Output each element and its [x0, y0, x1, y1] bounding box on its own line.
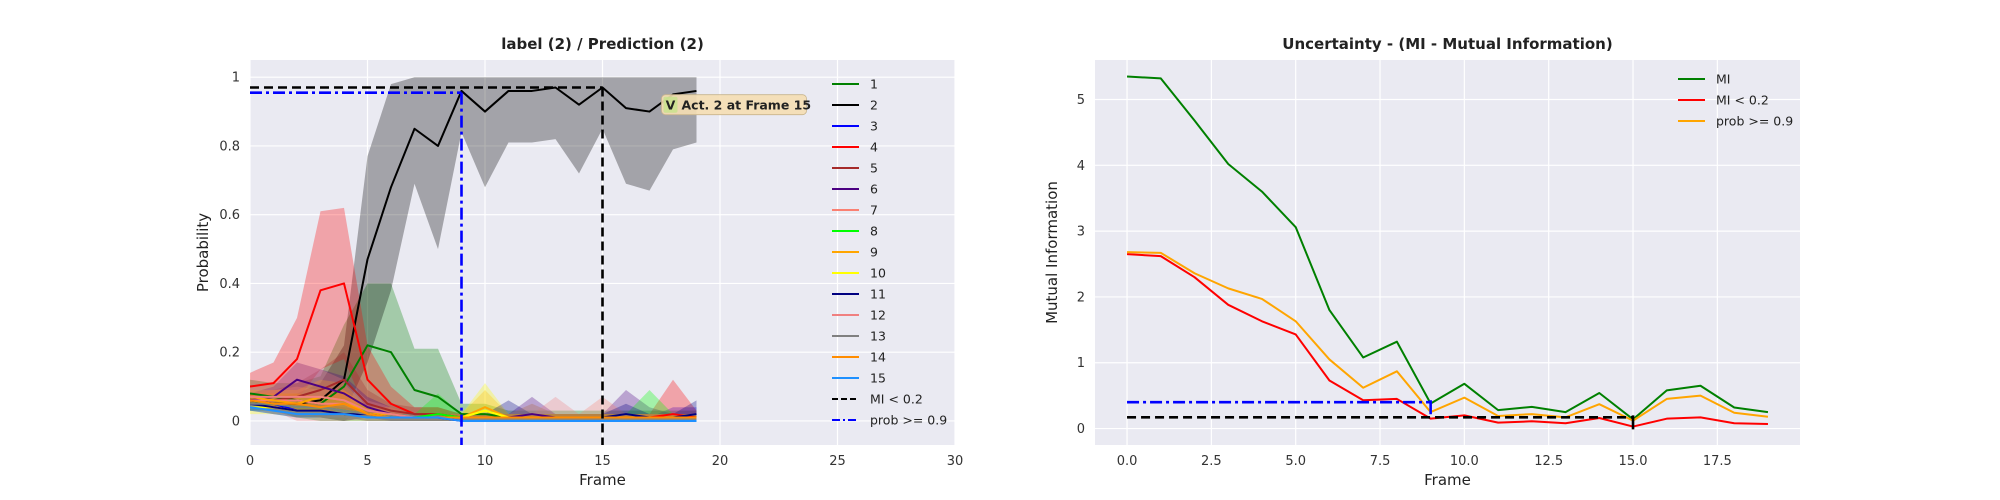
y-tick-label: 2: [1077, 290, 1085, 305]
legend-label: 2: [870, 98, 878, 113]
x-tick-label: 2.5: [1201, 454, 1222, 469]
series-line-14: [250, 399, 697, 419]
plot-content: [250, 77, 697, 445]
legend-label: prob >= 0.9: [1716, 114, 1793, 129]
legend-label: 3: [870, 119, 878, 134]
legend-label: MI: [1716, 72, 1730, 87]
x-tick-label: 5: [363, 454, 371, 469]
series-band-12: [250, 362, 697, 421]
y-tick-label: 5: [1077, 93, 1085, 108]
annotation-box: [661, 94, 807, 116]
annotation-badge: [663, 96, 678, 113]
x-tick-label: 30: [947, 454, 964, 469]
y-tick-label: 0: [1077, 422, 1085, 437]
legend-label: 1: [870, 77, 878, 92]
x-axis-label: Frame: [579, 471, 626, 489]
legend-label: 10: [870, 266, 886, 281]
legend-label: 9: [870, 245, 878, 260]
series-line-15: [250, 406, 697, 422]
legend-label: 5: [870, 161, 878, 176]
x-tick-label: 7.5: [1370, 454, 1391, 469]
legend-label: 11: [870, 287, 886, 302]
x-axis-label: Frame: [1424, 471, 1471, 489]
chart-title: Uncertainty - (MI - Mutual Information): [1282, 35, 1612, 53]
x-tick-label: 0: [246, 454, 254, 469]
y-axis-label: Mutual Information: [1043, 181, 1061, 324]
annotation: V Act. 2 at Frame 15: [661, 94, 812, 116]
legend-label: MI < 0.2: [870, 392, 923, 407]
series-band-1: [250, 283, 697, 421]
plot-content: [1126, 75, 1769, 430]
x-tick-label: 12.5: [1534, 454, 1563, 469]
x-tick-label: 20: [712, 454, 729, 469]
legend-label: 7: [870, 203, 878, 218]
legend: MI MI < 0.2 prob >= 0.9: [1678, 72, 1793, 129]
x-tick-label: 0.0: [1117, 454, 1138, 469]
x-tick-label: 17.5: [1703, 454, 1732, 469]
legend-label: 4: [870, 140, 878, 155]
series-line-MI < 0.2: [1126, 253, 1768, 428]
series-band-4: [250, 207, 697, 421]
y-tick-label: 0: [232, 414, 240, 429]
legend-label: 13: [870, 329, 886, 344]
y-tick-label: 1: [1077, 356, 1085, 371]
series-band-2: [250, 77, 697, 418]
x-tick-label: 10: [477, 454, 494, 469]
legend-label: 14: [870, 350, 886, 365]
chart-uncertainty: 0.0 2.5 5.0 7.5 10.0 12.5 15.0 17.5 0 1 2 3 4 5 Uncert…: [1043, 35, 1800, 489]
x-tick-label: 25: [829, 454, 846, 469]
legend-label: 6: [870, 182, 878, 197]
series-line-MI: [1126, 75, 1769, 421]
series-line-prob >= 0.9: [1127, 251, 1769, 422]
y-tick-label: 4: [1077, 159, 1085, 174]
y-tick-label: 1: [232, 71, 240, 86]
legend-label: 15: [870, 371, 886, 386]
annotation-badge-text: V: [666, 98, 676, 113]
y-tick-label: 0.8: [219, 139, 240, 154]
y-axis-label: Probability: [194, 213, 212, 292]
reference-line: [250, 86, 604, 445]
annotation-text: Act. 2 at Frame 15: [682, 98, 812, 113]
series-band-6: [250, 362, 697, 421]
legend-label: MI < 0.2: [1716, 93, 1769, 108]
x-tick-label: 5.0: [1285, 454, 1306, 469]
legend-label: 8: [870, 224, 878, 239]
x-tick-label: 15.0: [1619, 454, 1648, 469]
y-tick-label: 3: [1077, 225, 1085, 240]
plot-area: [1095, 60, 1800, 445]
reference-line: [250, 91, 463, 445]
y-tick-label: 0.2: [219, 346, 240, 361]
x-tick-label: 15: [594, 454, 611, 469]
legend-label: 12: [870, 308, 886, 323]
reference-line: [1127, 415, 1635, 430]
reference-line: [1127, 400, 1432, 415]
x-tick-label: 10.0: [1450, 454, 1479, 469]
legend-label: prob >= 0.9: [870, 413, 947, 428]
y-tick-label: 0.6: [219, 208, 240, 223]
y-tick-label: 0.4: [219, 277, 240, 292]
chart-title: label (2) / Prediction (2): [501, 35, 704, 53]
